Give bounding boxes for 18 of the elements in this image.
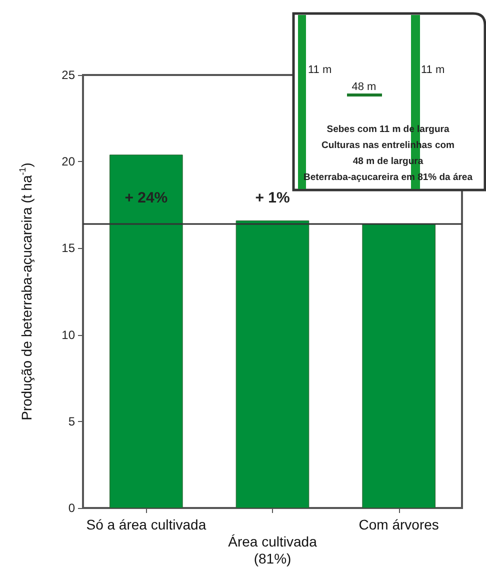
annotation: 11 m <box>308 64 332 76</box>
bar <box>362 224 436 508</box>
x-tick-label: Área cultivada (81%) <box>228 534 318 566</box>
y-tick-label: 20 <box>62 154 76 169</box>
y-tick-label: 0 <box>68 501 76 515</box>
x-tick-label: Só a área cultivada <box>86 516 206 532</box>
y-axis-title: Produção de beterraba-açucareira (t ha-1) <box>18 162 34 420</box>
annotation: + 24% <box>124 189 168 206</box>
annotation: + 1% <box>255 189 290 206</box>
y-tick-label: 15 <box>62 241 76 256</box>
annotation: 11 m <box>421 64 445 76</box>
x-tick-label: Com árvores <box>358 516 439 532</box>
bar <box>236 220 310 508</box>
y-tick-label: 25 <box>62 68 76 82</box>
y-tick-label: 5 <box>68 414 76 428</box>
y-tick-label: 10 <box>62 328 76 342</box>
bar <box>110 154 183 508</box>
annotation: 48 m <box>352 80 376 93</box>
